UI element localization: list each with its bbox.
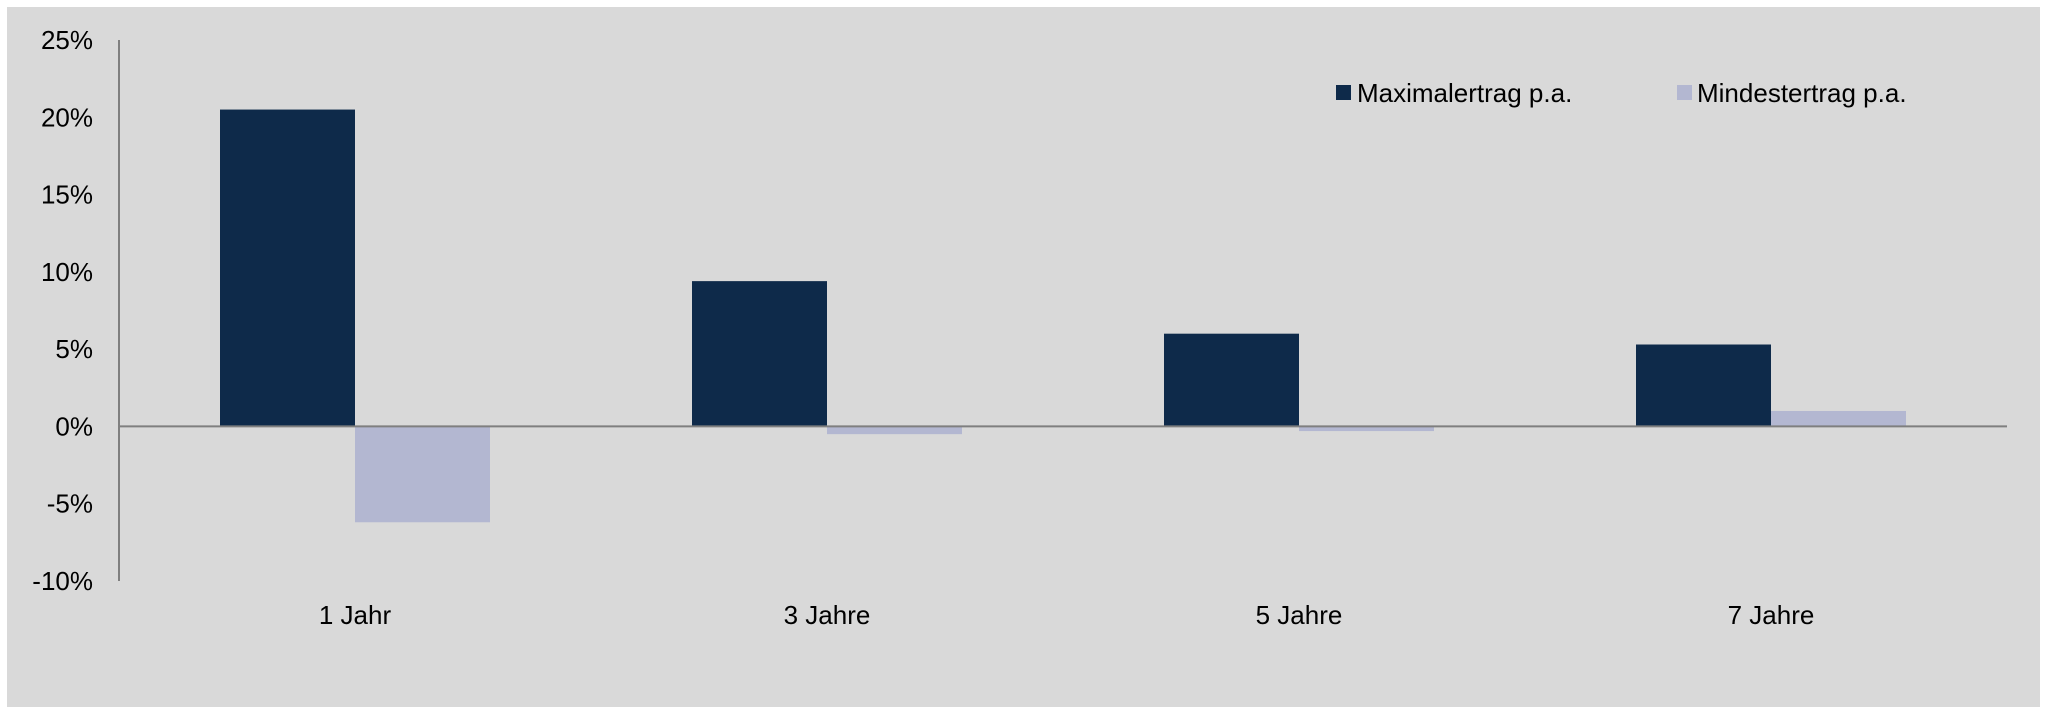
x-tick-label: 5 Jahre — [1256, 600, 1343, 630]
x-tick-label: 1 Jahr — [319, 600, 392, 630]
y-tick-label: 10% — [41, 257, 93, 287]
y-tick-label: 0% — [55, 411, 93, 441]
bar-maximalertrag-p-a-3-jahre — [692, 281, 827, 427]
legend-label: Maximalertrag p.a. — [1357, 78, 1572, 108]
bar-maximalertrag-p-a-5-jahre — [1164, 333, 1299, 427]
bars — [220, 109, 1906, 523]
x-tick-label: 3 Jahre — [784, 600, 871, 630]
bar-maximalertrag-p-a-1-jahr — [220, 109, 355, 427]
bar-mindestertrag-p-a-3-jahre — [827, 426, 962, 435]
y-tick-label: 5% — [55, 334, 93, 364]
x-tick-label: 7 Jahre — [1728, 600, 1815, 630]
legend-label: Mindestertrag p.a. — [1697, 78, 1907, 108]
x-axis-labels: 1 Jahr 3 Jahre 5 Jahre 7 Jahre — [319, 600, 1815, 630]
bar-mindestertrag-p-a-1-jahr — [355, 426, 490, 523]
y-tick-label: 25% — [41, 25, 93, 55]
legend-swatch — [1336, 85, 1351, 100]
y-tick-label: 15% — [41, 180, 93, 210]
y-axis-ticks: 25% 20% 15% 10% 5% 0% -5% -10% — [32, 25, 93, 596]
bar-mindestertrag-p-a-5-jahre — [1299, 426, 1434, 432]
legend-swatch — [1677, 85, 1692, 100]
y-tick-label: -5% — [47, 489, 93, 519]
legend: Maximalertrag p.a. Mindestertrag p.a. — [1336, 78, 1907, 108]
bar-mindestertrag-p-a-7-jahre — [1771, 410, 1906, 427]
y-tick-label: 20% — [41, 102, 93, 132]
bar-maximalertrag-p-a-7-jahre — [1636, 344, 1771, 427]
y-tick-label: -10% — [32, 566, 93, 596]
